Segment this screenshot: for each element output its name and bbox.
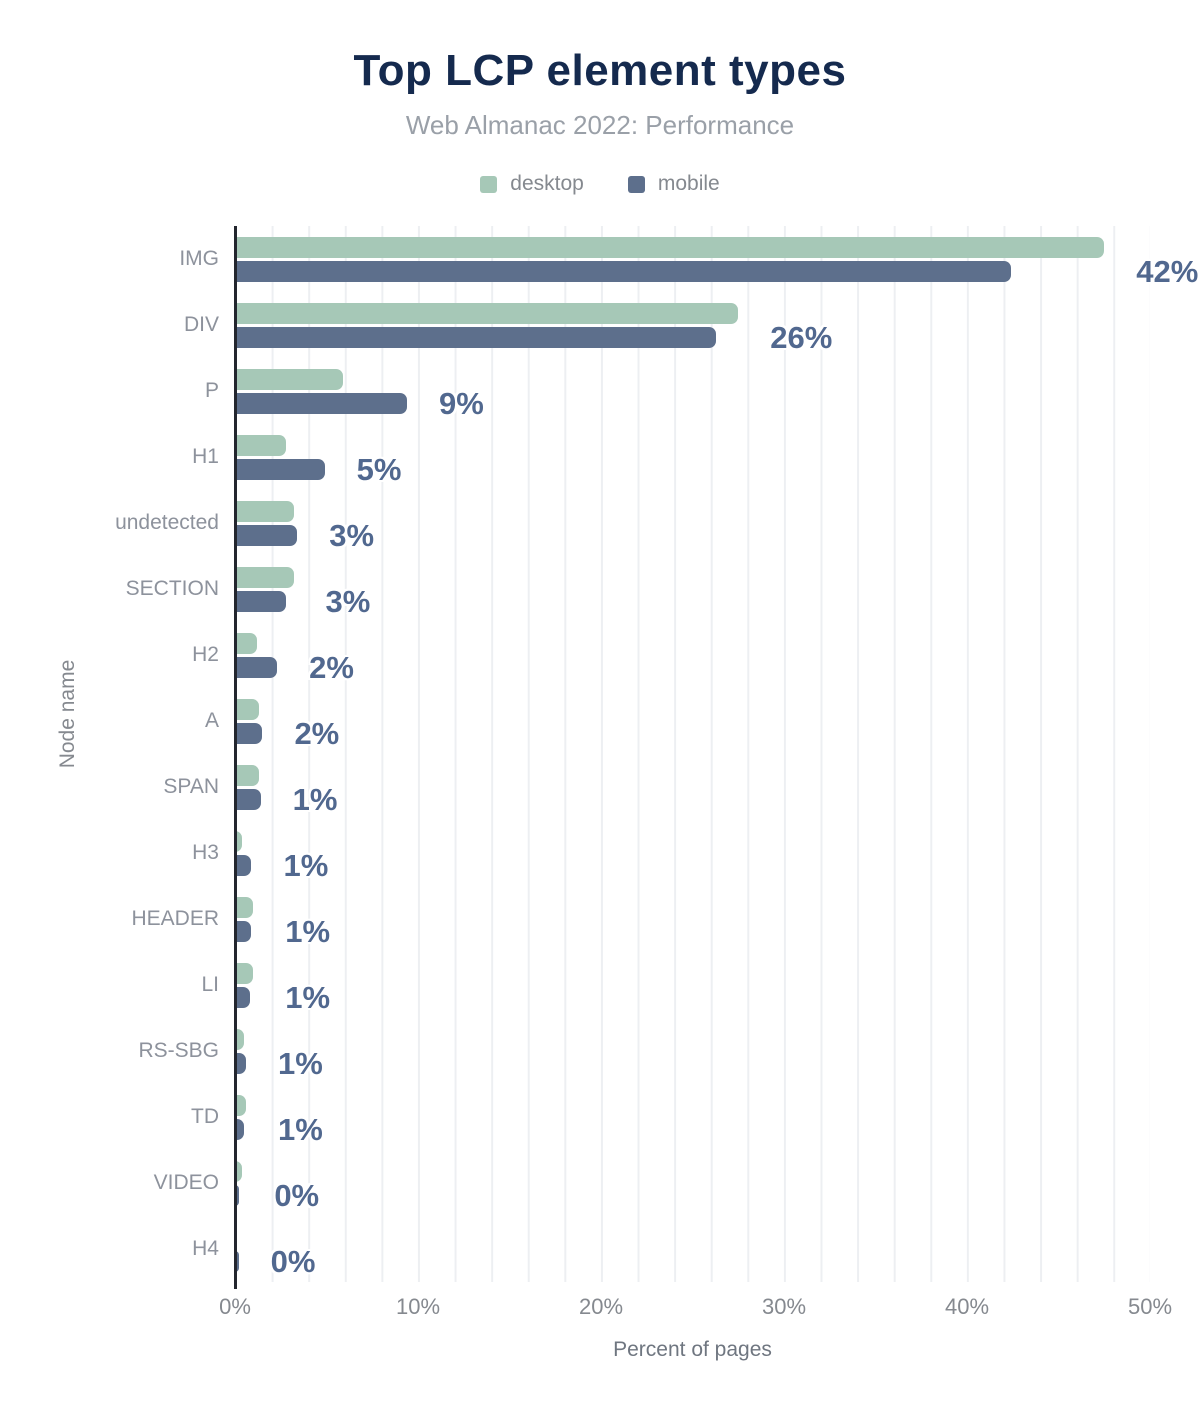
- chart-row-h2: H2 2%: [192, 622, 1150, 688]
- bar-mobile: [235, 921, 252, 942]
- legend-item-mobile: mobile: [627, 172, 720, 196]
- chart-row-img: IMG 42%: [179, 226, 1198, 292]
- bar-desktop: [235, 1029, 245, 1050]
- category-label: HEADER: [131, 907, 219, 930]
- value-label: 1%: [277, 1046, 323, 1081]
- legend: desktop mobile: [0, 172, 1200, 196]
- bar-desktop: [235, 1161, 243, 1182]
- x-tick-10: 10%: [395, 1294, 441, 1319]
- category-label: H4: [192, 1237, 219, 1260]
- category-label: SPAN: [163, 775, 219, 798]
- chart-row-h1: H1 5%: [192, 424, 1150, 490]
- plot-rows: IMG 42% DIV 26% P 9% H1 5% undetected 3% SECTION 3%…: [115, 226, 1198, 1282]
- bar-desktop: [235, 699, 259, 720]
- chart-row-a: A 2%: [205, 688, 1150, 754]
- bar-desktop: [235, 501, 294, 522]
- bar-desktop: [235, 435, 287, 456]
- bar-mobile: [235, 723, 263, 744]
- chart-row-section: SECTION 3%: [126, 556, 1150, 622]
- bar-mobile: [235, 261, 1011, 282]
- x-tick-30: 30%: [761, 1294, 807, 1319]
- x-tick-50: 50%: [1127, 1294, 1173, 1319]
- value-label: 1%: [277, 1112, 323, 1147]
- value-label: 0%: [274, 1178, 320, 1213]
- bar-desktop: [235, 633, 257, 654]
- category-label: IMG: [179, 247, 219, 270]
- value-label: 2%: [309, 650, 354, 685]
- bar-mobile: [235, 591, 287, 612]
- bar-mobile: [235, 459, 325, 480]
- legend-label-mobile: mobile: [657, 172, 720, 195]
- value-label: 9%: [439, 386, 484, 421]
- chart-title: Top LCP element types: [353, 46, 847, 95]
- chart-row-li: LI 1%: [201, 952, 1150, 1018]
- chart-row-div: DIV 26%: [184, 292, 1150, 358]
- legend-label-desktop: desktop: [510, 172, 584, 195]
- value-label: 1%: [285, 914, 331, 949]
- chart-row-undetected: undetected 3%: [115, 490, 1150, 556]
- chart-row-video: VIDEO 0%: [154, 1150, 1150, 1216]
- chart-row-rs-sbg: RS-SBG 1%: [138, 1018, 1150, 1084]
- x-axis-title: Percent of pages: [613, 1338, 772, 1361]
- y-axis-title: Node name: [56, 659, 79, 769]
- chart-subtitle: Web Almanac 2022: Performance: [405, 110, 795, 140]
- legend-item-desktop: desktop: [480, 172, 584, 196]
- bar-mobile: [235, 855, 252, 876]
- x-axis-ticks: 0% 10% 20% 30% 40% 50%: [219, 1294, 1172, 1320]
- bar-mobile: [235, 393, 408, 414]
- value-label: 42%: [1136, 254, 1199, 289]
- value-label: 1%: [283, 848, 329, 883]
- legend-swatch-desktop-icon: [480, 175, 498, 193]
- bar-mobile: [235, 1053, 246, 1074]
- category-label: H3: [192, 841, 219, 864]
- bar-mobile: [235, 657, 278, 678]
- bar-desktop: [235, 567, 294, 588]
- bar-desktop: [235, 237, 1105, 258]
- chart-row-p: P 9%: [205, 358, 1150, 424]
- value-label: 1%: [285, 980, 331, 1015]
- chart-row-h4: H4 0%: [192, 1216, 1150, 1282]
- bar-mobile: [235, 525, 298, 546]
- category-label: undetected: [115, 511, 219, 534]
- category-label: DIV: [183, 313, 219, 336]
- bar-desktop: [235, 303, 739, 324]
- bar-desktop: [235, 1095, 246, 1116]
- bar-desktop: [235, 963, 254, 984]
- chart-row-header: HEADER 1%: [131, 886, 1150, 952]
- category-label: VIDEO: [153, 1171, 219, 1194]
- bar-desktop: [235, 831, 243, 852]
- x-tick-0: 0%: [219, 1294, 251, 1319]
- value-label: 3%: [329, 518, 375, 553]
- value-label: 2%: [294, 716, 340, 751]
- chart-row-td: TD 1%: [191, 1084, 1150, 1150]
- legend-swatch-mobile-icon: [627, 175, 645, 193]
- category-label: RS-SBG: [138, 1039, 219, 1062]
- value-label: 1%: [292, 782, 338, 817]
- chart-row-h3: H3 1%: [192, 820, 1150, 886]
- category-label: TD: [191, 1105, 219, 1128]
- x-tick-40: 40%: [944, 1294, 990, 1319]
- category-label: H1: [192, 445, 219, 468]
- category-label: SECTION: [125, 577, 219, 600]
- category-label: LI: [201, 973, 219, 996]
- value-label: 5%: [356, 452, 402, 487]
- y-axis-line: [234, 226, 237, 1289]
- bar-mobile: [235, 789, 261, 810]
- x-tick-20: 20%: [578, 1294, 624, 1319]
- chart-row-span: SPAN 1%: [163, 754, 1150, 820]
- value-label: 26%: [770, 320, 833, 355]
- plot-area: IMG 42% DIV 26% P 9% H1 5% undetected 3% SECTION 3%…: [115, 226, 1198, 1282]
- bar-mobile: [235, 1119, 245, 1140]
- category-label: P: [204, 379, 219, 402]
- category-label: A: [204, 709, 219, 732]
- bar-mobile: [235, 327, 717, 348]
- category-label: H2: [192, 643, 219, 666]
- value-label: 3%: [325, 584, 371, 619]
- bar-desktop: [235, 765, 259, 786]
- bar-mobile: [235, 987, 250, 1008]
- bar-desktop: [235, 897, 254, 918]
- bar-desktop: [235, 369, 343, 390]
- value-label: 0%: [270, 1244, 316, 1279]
